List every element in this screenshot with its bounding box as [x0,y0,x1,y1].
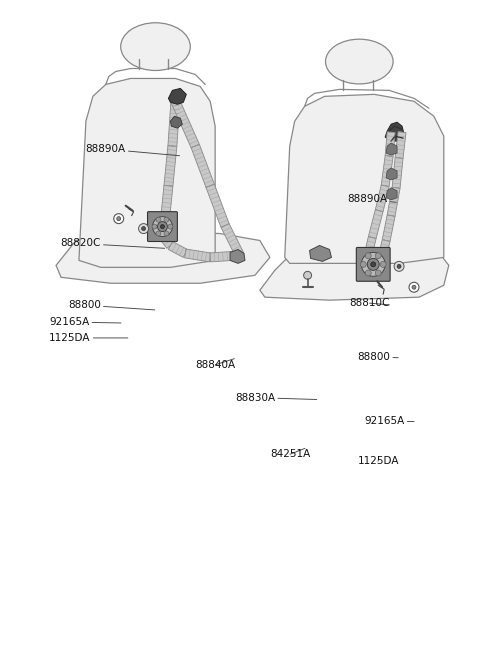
Text: 1125DA: 1125DA [357,457,399,466]
Circle shape [365,270,371,276]
Circle shape [304,271,312,279]
Polygon shape [168,242,187,257]
Circle shape [142,227,145,231]
Text: 88890A: 88890A [85,144,180,156]
Polygon shape [368,210,383,238]
Text: 88800: 88800 [357,352,398,362]
Polygon shape [164,145,177,186]
Polygon shape [395,132,406,159]
Polygon shape [310,246,332,261]
Ellipse shape [325,39,393,84]
Polygon shape [381,155,393,187]
Polygon shape [375,185,389,212]
Polygon shape [168,101,180,146]
Circle shape [367,259,379,271]
Circle shape [361,252,385,276]
Circle shape [156,217,161,222]
Polygon shape [230,250,245,263]
Polygon shape [56,231,270,283]
Circle shape [156,231,161,236]
Text: 88800: 88800 [68,300,155,310]
Text: 88820C: 88820C [60,238,165,248]
Polygon shape [386,143,397,155]
Polygon shape [382,215,395,241]
Circle shape [117,217,120,221]
Polygon shape [79,79,215,267]
Circle shape [360,261,366,267]
Circle shape [380,261,386,267]
Polygon shape [170,116,182,128]
Text: 92165A: 92165A [49,317,121,327]
Circle shape [409,282,419,292]
Circle shape [164,231,169,236]
Polygon shape [210,251,240,262]
Polygon shape [387,187,400,216]
Circle shape [157,221,168,232]
Ellipse shape [120,23,190,71]
Polygon shape [161,185,173,216]
Polygon shape [385,122,404,141]
Text: 1125DA: 1125DA [49,333,128,343]
Circle shape [412,285,416,290]
Polygon shape [221,223,244,257]
Polygon shape [191,145,215,187]
Text: 88830A: 88830A [235,392,317,403]
Polygon shape [386,168,397,180]
Circle shape [114,214,124,223]
Circle shape [365,253,371,259]
Circle shape [375,253,381,259]
Polygon shape [386,188,397,200]
Circle shape [371,262,376,267]
Circle shape [168,224,173,229]
Circle shape [164,217,169,222]
Polygon shape [365,236,376,252]
Polygon shape [260,246,449,300]
Circle shape [160,225,165,229]
Polygon shape [171,100,199,148]
Text: 84251A: 84251A [270,448,310,459]
FancyBboxPatch shape [147,212,178,242]
FancyBboxPatch shape [356,248,390,281]
Polygon shape [159,233,174,248]
Polygon shape [206,184,229,227]
Polygon shape [158,215,170,236]
Polygon shape [185,249,211,262]
Circle shape [153,217,172,236]
Circle shape [394,261,404,271]
Circle shape [397,265,401,269]
Text: 92165A: 92165A [364,417,414,426]
Circle shape [152,224,157,229]
Polygon shape [375,252,387,264]
Polygon shape [379,240,390,254]
Circle shape [139,223,148,234]
Circle shape [375,270,381,276]
Polygon shape [392,158,403,188]
Text: 88890A: 88890A [348,194,396,204]
Text: 88810C: 88810C [349,298,390,308]
Text: 88840A: 88840A [195,359,235,370]
Polygon shape [285,94,444,263]
Polygon shape [360,249,373,262]
Polygon shape [168,88,186,104]
Polygon shape [385,132,395,157]
